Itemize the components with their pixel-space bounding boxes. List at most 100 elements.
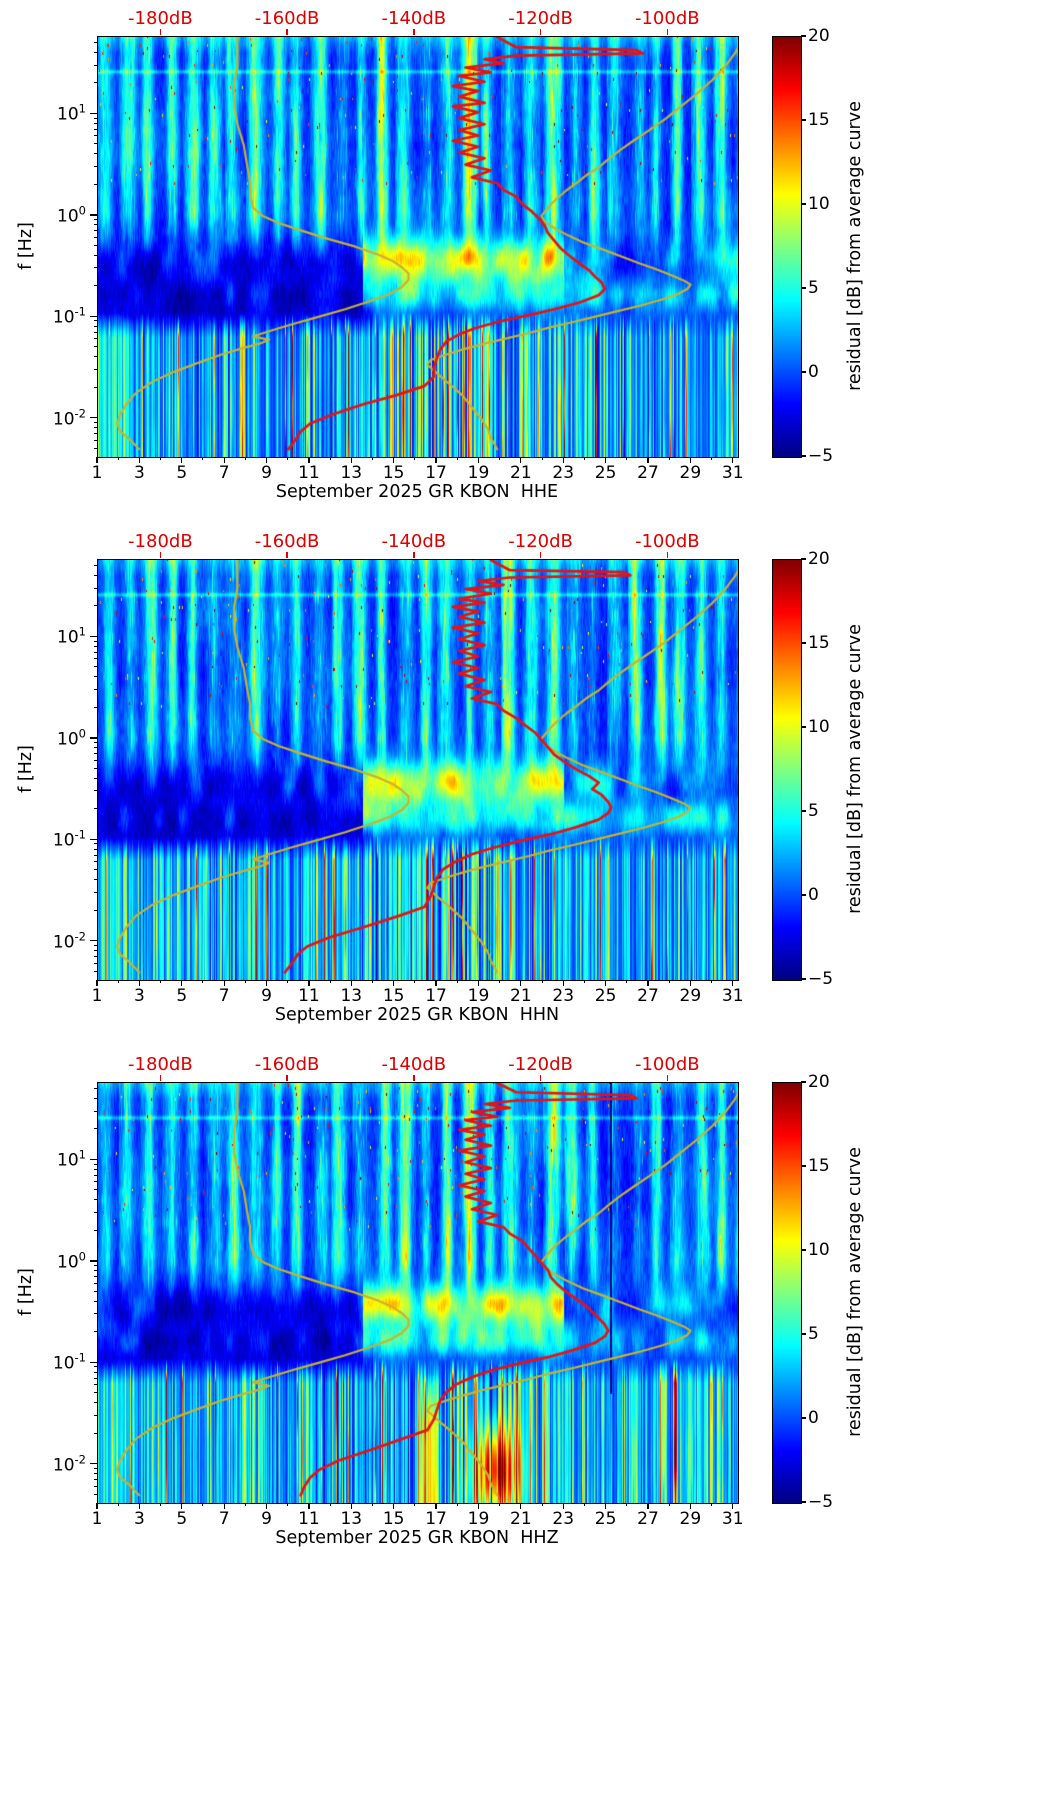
colorbar-gradient-canvas [773, 37, 801, 457]
y-axis-tick-mark [90, 1361, 97, 1363]
top-db-tick-mark [539, 552, 542, 558]
spectrogram-heatmap-canvas [98, 1083, 738, 1503]
y-axis-tick-label: 10-2 [52, 406, 86, 430]
x-axis-tick-label: 31 [721, 986, 744, 1006]
x-axis-label: September 2025 GR KBON HHZ [275, 1528, 559, 1548]
x-axis-tick-label: 15 [382, 1509, 405, 1529]
x-axis-tick-label: 25 [594, 463, 617, 483]
top-db-tick-label: -180dB [128, 8, 193, 29]
top-db-tick-label: -100dB [634, 8, 700, 29]
x-axis-tick-label: 3 [133, 986, 145, 1006]
colorbar-label: residual [dB] from average curve [845, 1147, 865, 1437]
x-axis-tick-label: 1 [91, 463, 103, 483]
top-db-tick-mark [159, 1075, 162, 1081]
x-axis-tick-label: 29 [679, 463, 702, 483]
top-db-tick-label: -120dB [508, 1054, 573, 1075]
x-axis-tick-label: 9 [261, 463, 272, 483]
colorbar-tick-label: 20 [808, 549, 830, 569]
panel-hhn: f [Hz] September 2025 GR KBON HHN residu… [0, 523, 1052, 1046]
colorbar-label: residual [dB] from average curve [845, 101, 865, 391]
y-axis-tick-mark [90, 112, 97, 115]
x-axis-label: September 2025 GR KBON HHN [274, 1005, 560, 1025]
top-db-tick-label: -160dB [254, 1054, 320, 1075]
y-axis-tick-mark [90, 737, 97, 739]
spectrogram-heatmap-canvas [98, 560, 738, 980]
top-db-tick-mark [286, 552, 288, 558]
x-axis-tick-label: 27 [637, 1509, 659, 1529]
x-axis-tick-label: 13 [340, 463, 363, 483]
x-axis-tick-label: 7 [218, 463, 230, 483]
x-axis-label: September 2025 GR KBON HHE [275, 482, 559, 502]
y-axis-label: f [Hz] [16, 222, 36, 270]
panel-hhe: f [Hz] September 2025 GR KBON HHE residu… [0, 0, 1052, 523]
top-db-tick-label: -100dB [634, 531, 700, 552]
y-axis-tick-mark [90, 838, 97, 840]
x-axis-tick-label: 21 [510, 463, 532, 483]
colorbar-gradient-canvas [773, 1083, 801, 1503]
colorbar-tick-label: 0 [808, 1408, 819, 1428]
y-axis-tick-mark [90, 1463, 97, 1465]
colorbar-tick-label: 20 [808, 26, 830, 46]
colorbar-tick-label: −5 [808, 446, 834, 466]
plot-area-hhz [97, 1082, 739, 1504]
top-db-tick-mark [413, 552, 415, 558]
x-axis-tick-label: 27 [637, 986, 659, 1006]
colorbar-label: residual [dB] from average curve [845, 624, 865, 914]
x-axis-tick-label: 3 [133, 463, 145, 483]
colorbar-tick-label: 5 [808, 1324, 819, 1344]
y-axis-tick-mark [90, 417, 97, 419]
colorbar-tick-label: 10 [808, 1240, 830, 1260]
colorbar-hhn [772, 559, 802, 981]
y-axis-tick-label: 101 [57, 625, 86, 648]
y-axis-tick-label: 101 [57, 1148, 86, 1171]
top-db-tick-mark [413, 29, 415, 35]
top-db-tick-label: -140dB [381, 531, 447, 552]
x-axis-tick-label: 27 [637, 463, 659, 483]
x-axis-tick-label: 17 [425, 463, 447, 483]
colorbar-tick-label: 5 [808, 801, 819, 821]
top-db-tick-label: -100dB [634, 1054, 700, 1075]
colorbar-tick-label: 20 [808, 1072, 830, 1092]
top-db-tick-mark [666, 552, 668, 558]
colorbar-tick-label: 10 [808, 194, 830, 214]
colorbar-tick-label: 5 [808, 278, 819, 298]
x-axis-tick-label: 29 [679, 1509, 702, 1529]
x-axis-tick-label: 1 [91, 986, 103, 1006]
x-axis-tick-label: 3 [133, 1509, 145, 1529]
x-axis-tick-label: 11 [298, 986, 320, 1006]
top-db-tick-mark [666, 29, 668, 35]
spectrogram-heatmap-canvas [98, 37, 738, 457]
colorbar-tick-label: 15 [808, 633, 830, 653]
x-axis-tick-label: 23 [552, 1509, 575, 1529]
colorbar-hhe [772, 36, 802, 458]
top-db-tick-label: -180dB [128, 1054, 193, 1075]
top-db-tick-label: -120dB [508, 8, 573, 29]
top-db-tick-mark [159, 552, 162, 558]
y-axis-tick-label: 10-2 [52, 929, 86, 953]
x-axis-tick-label: 29 [679, 986, 702, 1006]
y-axis-tick-label: 10-1 [52, 305, 86, 328]
x-axis-tick-label: 5 [176, 463, 188, 483]
top-db-tick-mark [539, 29, 542, 35]
x-axis-tick-label: 9 [261, 986, 272, 1006]
top-db-tick-label: -160dB [254, 531, 320, 552]
y-axis-tick-mark [90, 214, 97, 216]
colorbar-tick-label: −5 [808, 1492, 834, 1512]
colorbar-tick-label: −5 [808, 969, 834, 989]
colorbar-tick-label: 15 [808, 1156, 830, 1176]
y-axis-tick-label: 10-1 [52, 1351, 86, 1374]
x-axis-tick-label: 5 [176, 986, 188, 1006]
y-axis-tick-mark [90, 940, 97, 942]
top-db-tick-mark [539, 1075, 542, 1081]
x-axis-tick-label: 19 [467, 463, 490, 483]
y-axis-tick-label: 100 [57, 203, 86, 227]
x-axis-tick-label: 21 [510, 986, 532, 1006]
y-axis-tick-label: 101 [57, 102, 86, 125]
x-axis-tick-label: 13 [340, 1509, 363, 1529]
x-axis-tick-label: 11 [298, 463, 320, 483]
x-axis-tick-label: 13 [340, 986, 363, 1006]
y-axis-tick-label: 100 [57, 1249, 86, 1273]
x-axis-tick-label: 7 [218, 986, 230, 1006]
y-axis-tick-mark [90, 1260, 97, 1262]
